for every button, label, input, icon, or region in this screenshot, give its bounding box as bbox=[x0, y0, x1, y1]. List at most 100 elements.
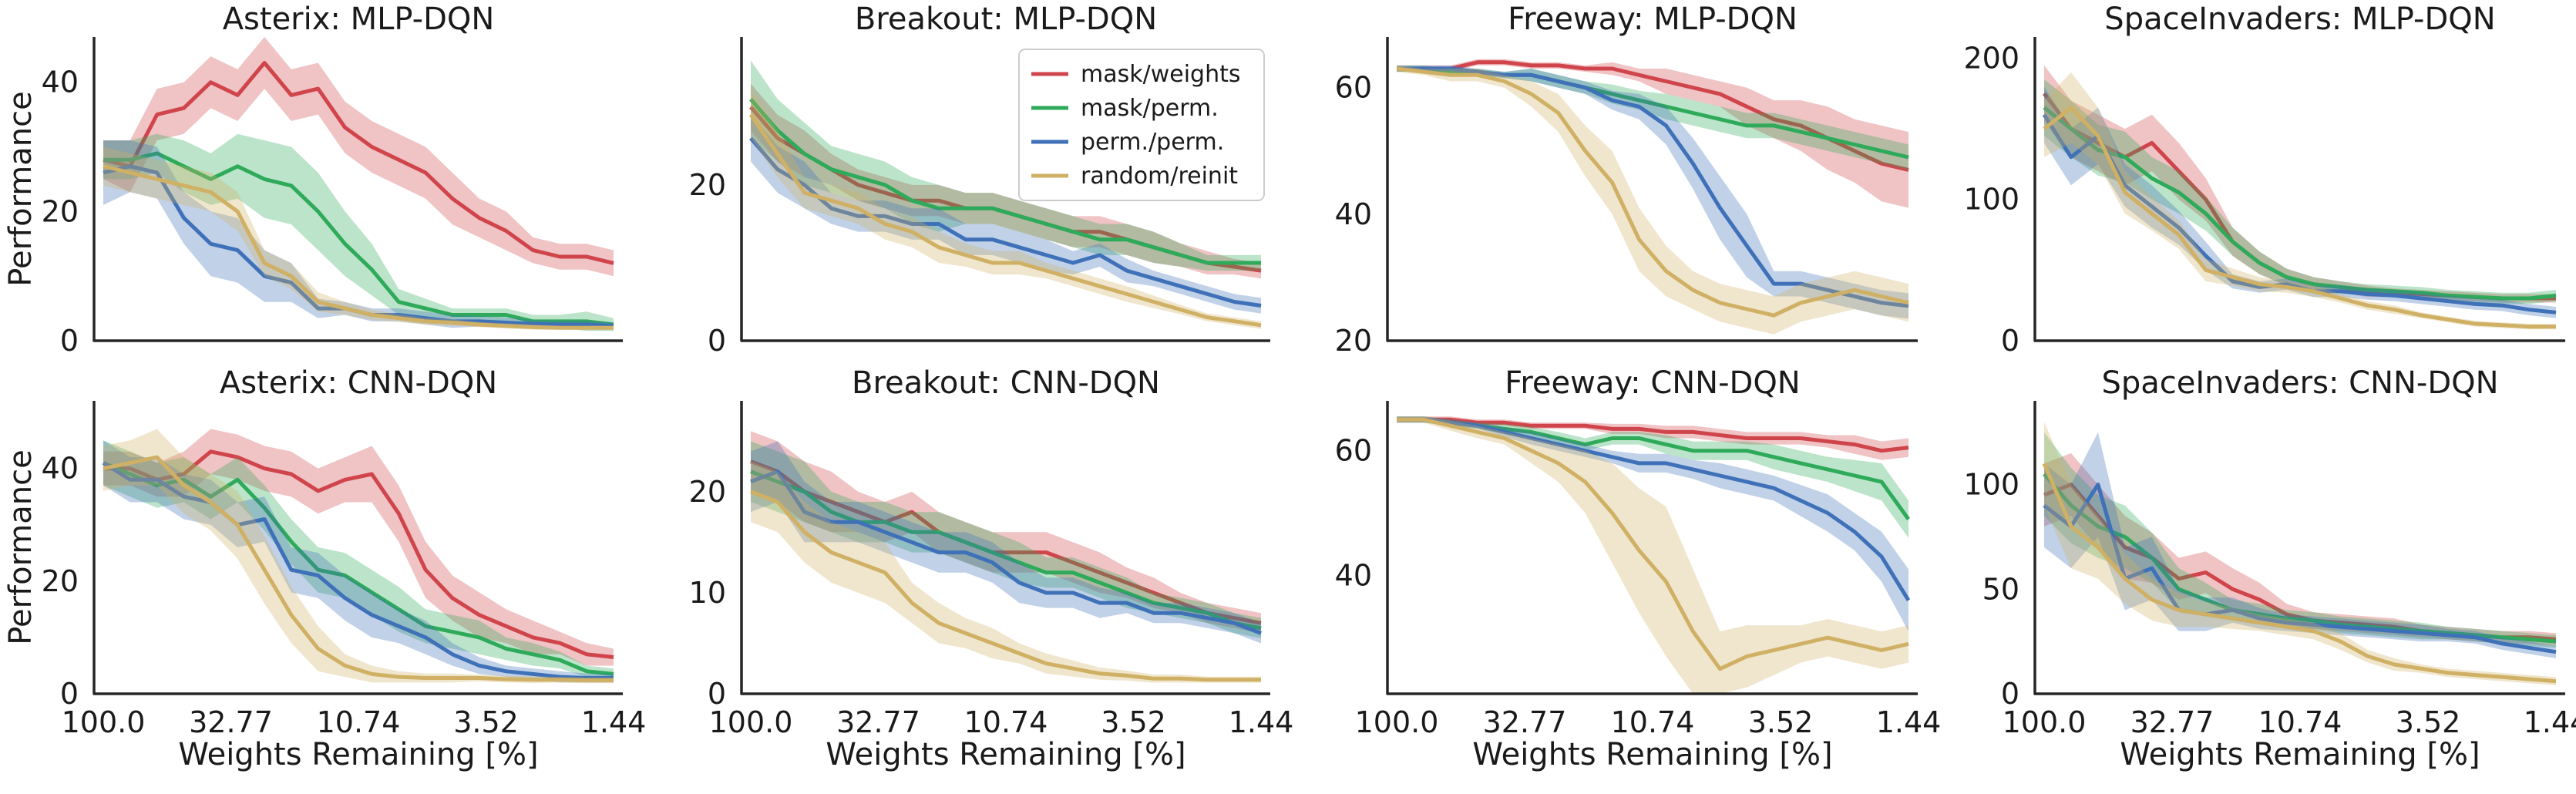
series-mask-perm bbox=[2043, 432, 2557, 648]
series-line bbox=[750, 469, 1262, 635]
y-tick-label: 10 bbox=[689, 576, 726, 610]
series-random-reinit bbox=[750, 461, 1261, 683]
panel-title: Breakout: CNN-DQN bbox=[852, 365, 1160, 401]
y-axis-label: Performance bbox=[3, 91, 39, 286]
series-line bbox=[2043, 473, 2557, 644]
series-perm-perm bbox=[1397, 65, 1909, 319]
y-tick-label: 0 bbox=[60, 677, 79, 711]
x-axis-label: Weights Remaining [%] bbox=[1472, 737, 1832, 772]
y-tick-label: 60 bbox=[1335, 434, 1372, 468]
panel-title: Breakout: MLP-DQN bbox=[855, 2, 1157, 37]
confidence-band bbox=[751, 431, 1261, 634]
x-tick-label: 1.44 bbox=[1876, 705, 1942, 739]
panel-8: SpaceInvaders: CNN-DQN 0 50 100 100.0 32.77 10… bbox=[1963, 365, 2576, 772]
series-random-reinit bbox=[2043, 72, 2556, 330]
panel-title: Freeway: CNN-DQN bbox=[1505, 365, 1800, 401]
x-tick-label: 32.77 bbox=[836, 705, 920, 739]
confidence-band bbox=[751, 60, 1261, 271]
series-mask-perm bbox=[103, 440, 614, 680]
x-tick-label: 1.44 bbox=[1229, 705, 1294, 739]
y-tick-label: 0 bbox=[2001, 677, 2019, 711]
series-mask-perm bbox=[749, 60, 1261, 271]
confidence-band bbox=[2044, 79, 2556, 304]
y-tick-label: 50 bbox=[1982, 572, 2019, 606]
y-tick-label: 100 bbox=[1963, 468, 2019, 502]
series-random-reinit bbox=[2042, 422, 2557, 686]
series-perm-perm bbox=[1397, 416, 1911, 632]
y-axis-label: Performance bbox=[3, 449, 39, 644]
confidence-band bbox=[103, 440, 614, 683]
y-tick-label: 40 bbox=[1335, 197, 1372, 231]
x-tick-label: 32.77 bbox=[2130, 705, 2214, 739]
x-tick-label: 100.0 bbox=[62, 705, 146, 739]
y-tick-label: 20 bbox=[1335, 324, 1372, 358]
series-line bbox=[1397, 417, 1909, 453]
confidence-band bbox=[103, 440, 614, 680]
confidence-band bbox=[103, 429, 614, 684]
series-line bbox=[102, 461, 614, 680]
series-mask-weights bbox=[1397, 416, 1909, 460]
series-line bbox=[1397, 66, 1909, 308]
x-tick-label: 10.74 bbox=[1611, 705, 1695, 739]
confidence-band bbox=[751, 83, 1261, 279]
series-random-reinit bbox=[748, 91, 1262, 329]
confidence-band bbox=[2044, 453, 2556, 646]
series-line bbox=[750, 490, 1261, 682]
series-line bbox=[750, 469, 1262, 631]
x-tick-label: 32.77 bbox=[1483, 705, 1567, 739]
series-mask-weights bbox=[103, 37, 614, 277]
y-tick-label: 40 bbox=[1335, 558, 1372, 592]
series-line bbox=[103, 449, 614, 659]
series-mask-weights bbox=[750, 431, 1262, 634]
series-line bbox=[2042, 463, 2557, 684]
legend-label: mask/weights bbox=[1081, 61, 1241, 88]
x-tick-label: 10.74 bbox=[2258, 705, 2342, 739]
y-tick-label: 100 bbox=[1963, 183, 2019, 217]
series-perm-perm bbox=[749, 115, 1262, 314]
confidence-band bbox=[751, 441, 1261, 644]
series-random-reinit bbox=[1396, 65, 1909, 335]
confidence-band bbox=[1397, 65, 1908, 335]
series-line bbox=[750, 459, 1262, 625]
y-tick-label: 60 bbox=[1335, 71, 1372, 105]
confidence-band bbox=[2044, 422, 2556, 686]
y-tick-label: 20 bbox=[42, 194, 79, 228]
x-tick-label: 3.52 bbox=[1101, 705, 1166, 739]
confidence-band bbox=[1397, 416, 1908, 538]
panel-2: Breakout: MLP-DQN 0 20 mask/weights mask/per… bbox=[689, 2, 1270, 358]
panel-3: Freeway: MLP-DQN 20 40 60 bbox=[1335, 2, 1918, 358]
legend-entry: random/reinit bbox=[1031, 163, 1238, 190]
legend-box bbox=[1018, 49, 1265, 201]
series-mask-weights bbox=[103, 429, 614, 666]
panel-6: Breakout: CNN-DQN 0 10 20 100.0 32.77 10.74 3.5… bbox=[689, 365, 1294, 772]
y-tick-label: 20 bbox=[689, 168, 726, 202]
confidence-band bbox=[751, 461, 1261, 683]
confidence-band bbox=[103, 146, 614, 330]
confidence-band bbox=[2044, 72, 2556, 330]
panel-4: SpaceInvaders: MLP-DQN 0 100 200 bbox=[1963, 2, 2565, 358]
confidence-band bbox=[103, 37, 614, 277]
y-tick-label: 0 bbox=[708, 324, 726, 358]
confidence-band bbox=[103, 133, 614, 331]
x-tick-label: 3.52 bbox=[453, 705, 519, 739]
series-perm-perm bbox=[750, 441, 1262, 644]
x-tick-label: 3.52 bbox=[2396, 705, 2461, 739]
x-axis-label: Weights Remaining [%] bbox=[2120, 737, 2480, 772]
panel-title: Asterix: CNN-DQN bbox=[220, 365, 497, 401]
x-tick-label: 100.0 bbox=[1355, 705, 1439, 739]
x-tick-label: 10.74 bbox=[317, 705, 401, 739]
confidence-band bbox=[751, 91, 1261, 329]
panel-title: SpaceInvaders: CNN-DQN bbox=[2101, 365, 2498, 401]
panel-title: SpaceInvaders: MLP-DQN bbox=[2104, 2, 2495, 37]
confidence-band bbox=[751, 441, 1261, 638]
legend-label: perm./perm. bbox=[1081, 129, 1224, 156]
x-tick-label: 100.0 bbox=[2003, 705, 2087, 739]
series-line bbox=[1397, 417, 1909, 671]
legend-label: mask/perm. bbox=[1081, 95, 1219, 122]
series-line bbox=[103, 164, 614, 330]
confidence-band bbox=[103, 429, 614, 666]
legend-entry: mask/perm. bbox=[1031, 95, 1219, 122]
x-tick-label: 100.0 bbox=[709, 705, 793, 739]
x-tick-label: 32.77 bbox=[189, 705, 273, 739]
